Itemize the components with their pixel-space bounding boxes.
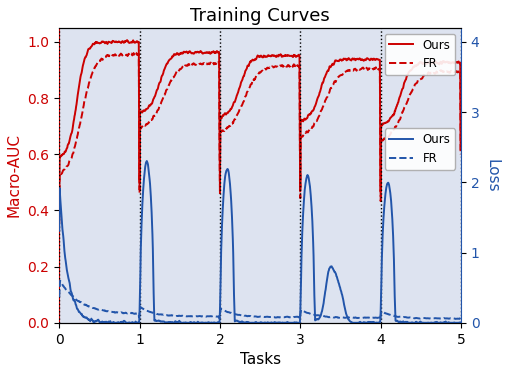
Y-axis label: Macro-AUC: Macro-AUC	[7, 134, 22, 217]
X-axis label: Tasks: Tasks	[239, 352, 280, 367]
Legend: Ours, FR: Ours, FR	[384, 128, 454, 169]
Y-axis label: Loss: Loss	[483, 159, 498, 192]
Title: Training Curves: Training Curves	[190, 7, 329, 25]
